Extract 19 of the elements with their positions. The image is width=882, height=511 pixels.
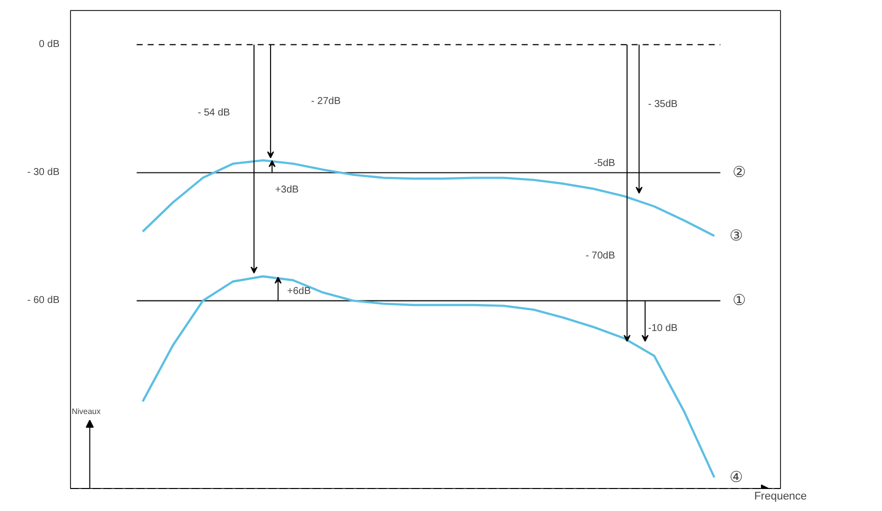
series-label: ③ [729,227,742,244]
annotation: - 70dB [586,250,616,262]
annotation: -10 dB [648,322,678,334]
line-series [142,159,716,237]
y-axis-title: Niveaux [72,406,101,416]
ref-line-label: ① [732,292,746,310]
y-tick-label: 0 dB [38,39,60,50]
x-axis-title: Frequence [754,490,807,502]
annotation: -5dB [594,158,616,169]
annotation: +6dB [287,286,312,297]
line-series [142,275,716,479]
annotation: - 54 dB [198,107,230,118]
annotation: +3dB [275,184,300,196]
series-label: ④ [729,468,742,486]
annotation: - 27dB [311,96,341,107]
ref-line-label: ② [732,164,746,182]
y-tick-label: - 60 dB [27,295,60,306]
annotation: - 35dB [648,98,678,110]
y-tick-label: - 30 dB [27,167,60,178]
